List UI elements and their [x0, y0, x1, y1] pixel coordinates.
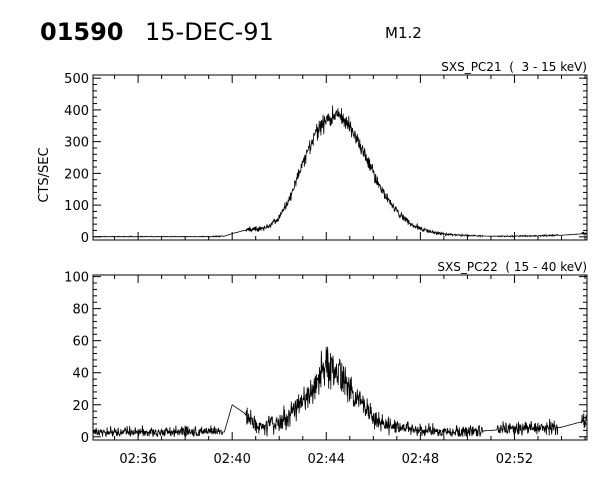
panel2-frame [92, 274, 588, 441]
panel1-frame [92, 74, 588, 241]
panel2-title: SXS_PC22 ( 15 - 40 keV) [437, 260, 587, 274]
y-tick-label: 500 [64, 72, 89, 87]
y-tick-label: 200 [64, 167, 89, 182]
y-tick-label: 300 [64, 136, 89, 151]
y-tick-label: 400 [64, 104, 89, 119]
x-tick-label: 02:36 [119, 452, 156, 467]
event-number: 01590 [40, 18, 124, 46]
y-tick-label: 100 [64, 199, 89, 214]
y-tick-label: 40 [72, 367, 89, 382]
panel1-ylabel: CTS/SEC [37, 147, 52, 202]
y-tick-label: 80 [72, 303, 89, 318]
y-tick-label: 20 [72, 399, 89, 414]
x-tick-label: 02:40 [213, 452, 250, 467]
event-date: 15-DEC-91 [145, 18, 274, 46]
x-tick-label: 02:52 [496, 452, 533, 467]
x-tick-label: 02:48 [402, 452, 439, 467]
y-tick-label: 60 [72, 335, 89, 350]
goes-class: M1.2 [385, 24, 422, 42]
panel1-series-line [92, 105, 588, 239]
y-tick-label: 100 [64, 271, 89, 286]
panel2-series-line [92, 346, 588, 438]
x-tick-label: 02:44 [308, 452, 345, 467]
panel1-title: SXS_PC21 ( 3 - 15 keV) [441, 60, 587, 74]
y-tick-label: 0 [81, 431, 89, 446]
y-tick-label: 0 [81, 231, 89, 246]
